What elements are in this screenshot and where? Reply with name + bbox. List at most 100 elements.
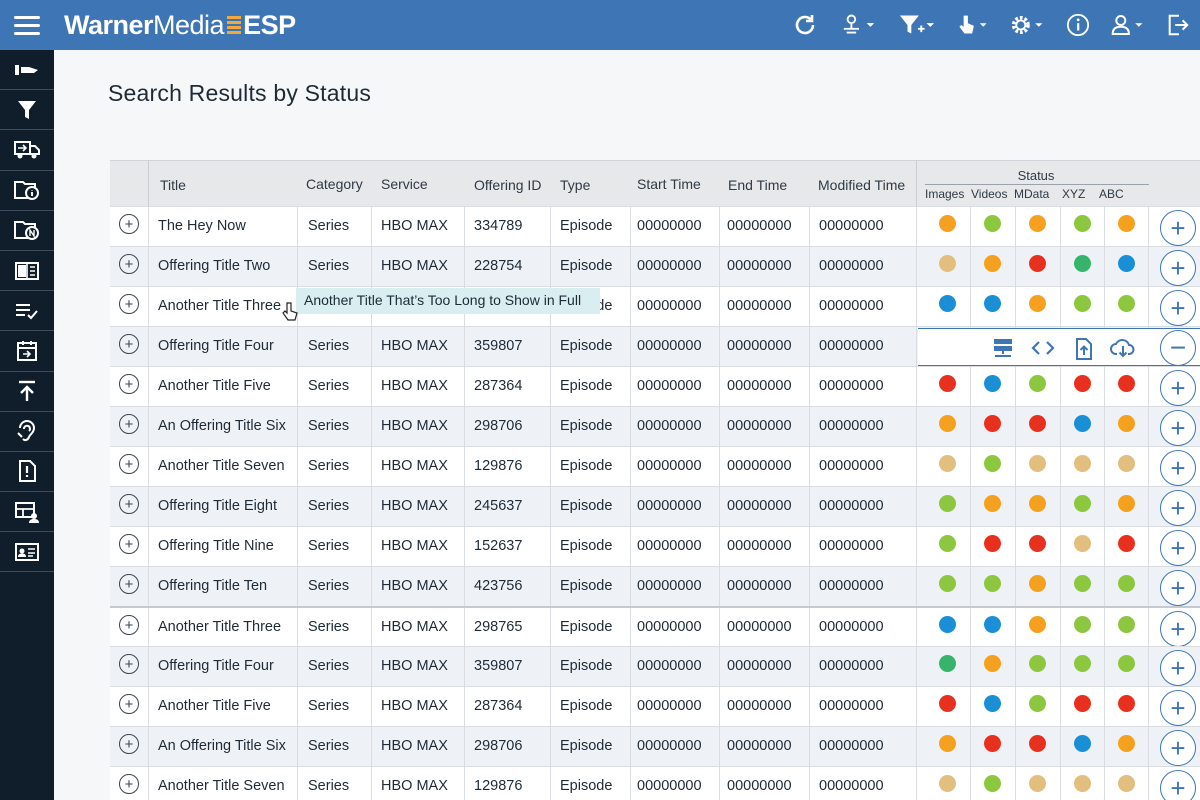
expand-row-icon[interactable]: + — [119, 774, 139, 794]
row-actions-button[interactable]: + — [1160, 570, 1196, 606]
table-row[interactable]: + An Offering Title Six Series HBO MAX 29870… — [110, 726, 1200, 767]
cell-title[interactable]: Offering Title Four — [158, 658, 274, 674]
calendar-icon[interactable] — [0, 331, 54, 372]
collapse-row-button[interactable]: − — [1160, 330, 1196, 366]
folder-note-icon[interactable] — [0, 211, 54, 251]
user-icon[interactable] — [1100, 0, 1156, 50]
col-offering-id[interactable]: Offering ID — [474, 177, 542, 193]
cell-title[interactable]: The Hey Now — [158, 218, 246, 234]
status-dot-xyz — [1074, 575, 1091, 592]
cell-title[interactable]: Another Title Three — [158, 619, 282, 635]
expand-row-icon[interactable]: + — [119, 414, 139, 434]
row-actions-button[interactable]: + — [1160, 290, 1196, 326]
info-icon[interactable] — [1056, 0, 1100, 50]
code-icon[interactable] — [1031, 338, 1055, 363]
expand-row-icon[interactable]: + — [119, 294, 139, 314]
cell-title[interactable]: Another Title Three — [158, 298, 282, 314]
row-actions-button[interactable]: + — [1160, 410, 1196, 446]
col-category[interactable]: Category — [306, 176, 363, 192]
row-actions-button[interactable]: + — [1160, 250, 1196, 286]
expand-row-icon[interactable]: + — [119, 654, 139, 674]
row-actions-button[interactable]: + — [1160, 690, 1196, 726]
col-end-time[interactable]: End Time — [728, 177, 788, 193]
table-row[interactable]: + Offering Title Nine Series HBO MAX 152637 E… — [110, 526, 1200, 567]
filter-add-icon[interactable] — [888, 0, 946, 50]
table-row[interactable]: + Another Title Five Series HBO MAX 287364 Ep… — [110, 366, 1200, 407]
touch-icon[interactable] — [946, 0, 1000, 50]
checklist-icon[interactable] — [0, 291, 54, 332]
table-row[interactable]: + An Offering Title Six Series HBO MAX 29870… — [110, 406, 1200, 447]
table-row[interactable]: + The Hey Now Series HBO MAX 334789 Episode 00… — [110, 206, 1200, 247]
expand-row-icon[interactable]: + — [119, 694, 139, 714]
row-actions-button[interactable]: + — [1160, 770, 1196, 800]
cell-title[interactable]: Another Title Seven — [158, 778, 285, 794]
cell-title[interactable]: Another Title Seven — [158, 458, 285, 474]
table-row[interactable]: + Offering Title Ten Series HBO MAX 423756 Ep… — [110, 566, 1200, 607]
cell-modified-time: 00000000 — [819, 258, 884, 274]
expand-row-icon[interactable]: + — [119, 214, 139, 234]
folder-info-icon[interactable] — [0, 171, 54, 211]
file-upload-icon[interactable] — [1074, 338, 1094, 365]
delivery-hand-icon[interactable] — [0, 50, 54, 91]
cell-title[interactable]: Offering Title Four — [158, 338, 274, 354]
alert-doc-icon[interactable] — [0, 452, 54, 493]
col-type[interactable]: Type — [560, 177, 591, 193]
row-actions-button[interactable]: + — [1160, 730, 1196, 766]
cell-type: Episode — [560, 619, 613, 635]
table-row[interactable]: + Offering Title Two Series HBO MAX 228754 Ep… — [110, 246, 1200, 287]
table-row[interactable]: + Offering Title Four Series HBO MAX 359807 E… — [110, 646, 1200, 687]
expand-row-icon[interactable]: + — [119, 574, 139, 594]
status-dot-xyz — [1074, 255, 1091, 272]
expand-row-icon[interactable]: + — [119, 334, 139, 354]
cell-title[interactable]: Another Title Five — [158, 698, 271, 714]
col-modified-time[interactable]: Modified Time — [818, 177, 906, 193]
cell-title[interactable]: An Offering Title Six — [158, 418, 286, 434]
hearing-icon[interactable] — [0, 412, 54, 452]
menu-icon[interactable] — [0, 0, 54, 50]
cell-type: Episode — [560, 498, 613, 514]
table-row[interactable]: + Another Title Seven Series HBO MAX 129876 E… — [110, 446, 1200, 487]
filter-icon[interactable] — [0, 90, 54, 131]
row-actions-button[interactable]: + — [1160, 210, 1196, 246]
row-actions-button[interactable]: + — [1160, 650, 1196, 686]
expand-row-icon[interactable]: + — [119, 454, 139, 474]
cell-title[interactable]: Offering Title Nine — [158, 538, 274, 554]
row-actions-button[interactable]: + — [1160, 370, 1196, 406]
server-icon[interactable] — [992, 338, 1014, 363]
expand-row-icon[interactable]: + — [119, 734, 139, 754]
refresh-icon[interactable] — [780, 0, 830, 50]
row-actions-button[interactable]: + — [1160, 490, 1196, 526]
row-actions-button[interactable]: + — [1160, 611, 1196, 647]
table-row[interactable]: + Offering Title Eight Series HBO MAX 245637… — [110, 486, 1200, 527]
row-actions-button[interactable]: + — [1160, 530, 1196, 566]
cell-title[interactable]: Offering Title Ten — [158, 578, 268, 594]
status-dot-abc — [1118, 495, 1135, 512]
table-row[interactable]: + Another Title Five Series HBO MAX 287364 Ep… — [110, 686, 1200, 727]
row-actions-button[interactable]: + — [1160, 450, 1196, 486]
id-card-icon[interactable] — [0, 532, 54, 573]
truck-icon[interactable] — [0, 130, 54, 171]
cell-title[interactable]: An Offering Title Six — [158, 738, 286, 754]
expand-row-icon[interactable]: + — [119, 254, 139, 274]
gear-icon[interactable] — [1000, 0, 1056, 50]
expand-row-icon[interactable]: + — [119, 374, 139, 394]
cell-title[interactable]: Offering Title Eight — [158, 498, 278, 514]
expand-row-icon[interactable]: + — [119, 494, 139, 514]
logout-icon[interactable] — [1156, 0, 1200, 50]
cloud-download-icon[interactable] — [1110, 338, 1136, 363]
upload-icon[interactable] — [0, 372, 54, 412]
expand-row-icon[interactable]: + — [119, 615, 139, 635]
user-filter-icon[interactable] — [830, 0, 888, 50]
col-service[interactable]: Service — [381, 176, 428, 192]
table-row[interactable]: + Another Title Seven Series HBO MAX 129876 E… — [110, 766, 1200, 800]
cell-title[interactable]: Another Title Five — [158, 378, 271, 394]
dashboard-user-icon[interactable] — [0, 492, 54, 533]
cell-title[interactable]: Offering Title Two — [158, 258, 271, 274]
col-start-time[interactable]: Start Time — [637, 176, 701, 192]
book-icon[interactable] — [0, 251, 54, 292]
expand-row-icon[interactable]: + — [119, 534, 139, 554]
col-title[interactable]: Title — [160, 177, 186, 193]
cell-type: Episode — [560, 418, 613, 434]
